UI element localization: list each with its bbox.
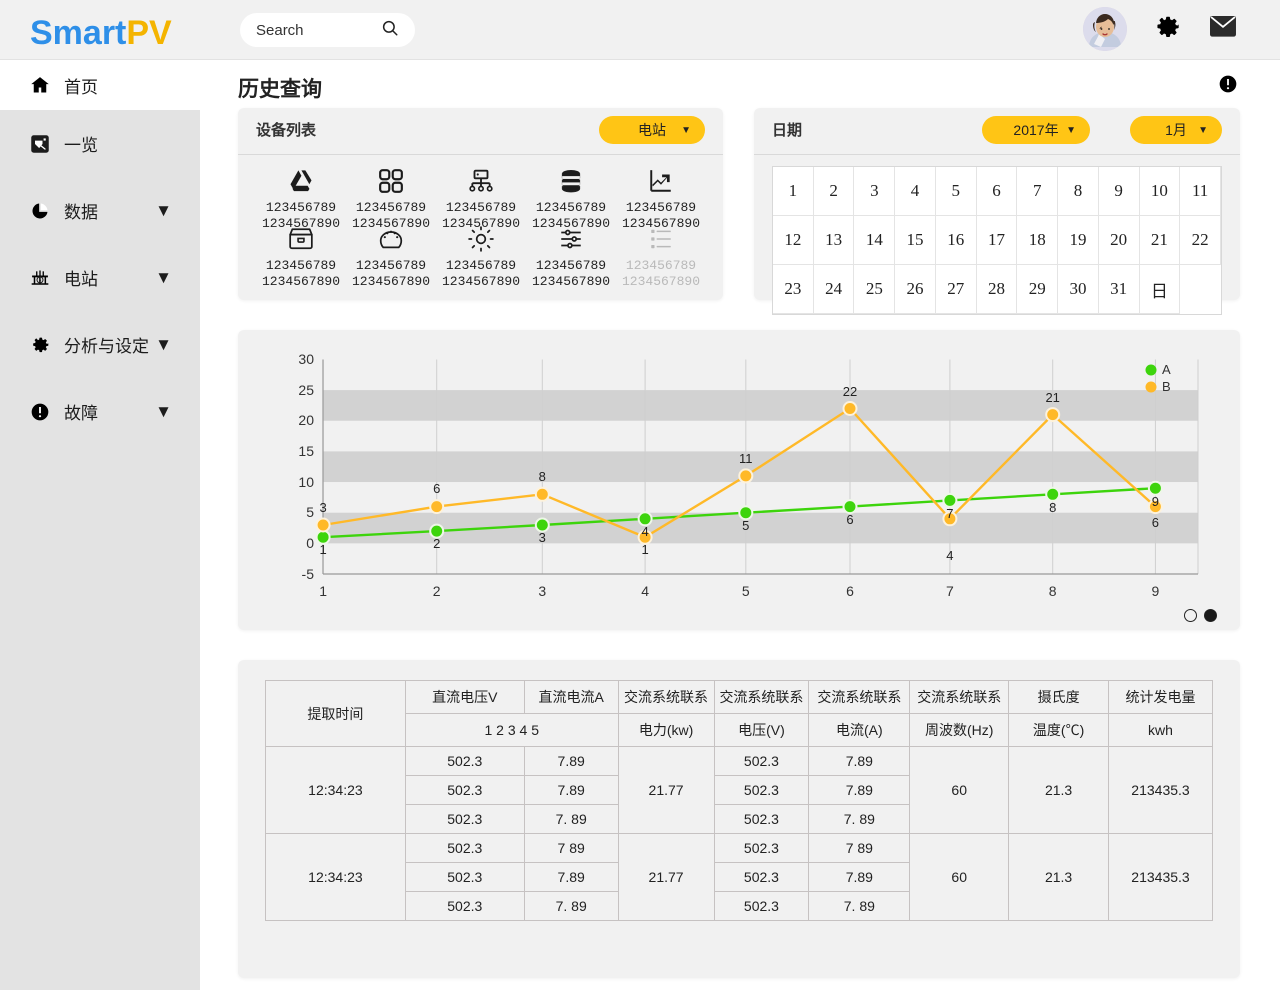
- svg-text:7: 7: [946, 583, 954, 599]
- svg-text:5: 5: [742, 583, 750, 599]
- svg-text:0: 0: [306, 535, 314, 551]
- svg-text:3: 3: [319, 500, 326, 515]
- svg-text:6: 6: [1152, 515, 1159, 530]
- svg-text:5: 5: [306, 504, 314, 520]
- svg-text:9: 9: [1152, 494, 1159, 509]
- svg-text:6: 6: [846, 583, 854, 599]
- svg-text:4: 4: [946, 548, 953, 563]
- svg-text:3: 3: [539, 530, 546, 545]
- svg-text:6: 6: [433, 481, 440, 496]
- svg-text:7: 7: [946, 506, 953, 521]
- svg-text:15: 15: [298, 443, 314, 459]
- svg-text:11: 11: [739, 451, 753, 466]
- svg-text:B: B: [1162, 379, 1171, 394]
- svg-text:3: 3: [538, 583, 546, 599]
- svg-text:21: 21: [1045, 390, 1059, 405]
- svg-text:9: 9: [1152, 583, 1160, 599]
- svg-text:8: 8: [1049, 583, 1057, 599]
- svg-text:8: 8: [1049, 500, 1056, 515]
- svg-text:22: 22: [843, 384, 857, 399]
- svg-text:5: 5: [742, 518, 749, 533]
- svg-text:8: 8: [539, 469, 546, 484]
- svg-text:-5: -5: [302, 566, 315, 582]
- svg-text:2: 2: [433, 536, 440, 551]
- svg-text:6: 6: [846, 512, 853, 527]
- svg-text:4: 4: [641, 583, 649, 599]
- svg-text:2: 2: [433, 583, 441, 599]
- svg-text:1: 1: [641, 542, 648, 557]
- svg-text:10: 10: [298, 474, 314, 490]
- svg-text:1: 1: [319, 583, 327, 599]
- svg-text:20: 20: [298, 412, 314, 428]
- svg-text:4: 4: [641, 524, 648, 539]
- svg-text:25: 25: [298, 382, 314, 398]
- svg-text:1: 1: [319, 542, 326, 557]
- svg-text:30: 30: [298, 351, 314, 367]
- svg-text:A: A: [1162, 362, 1171, 377]
